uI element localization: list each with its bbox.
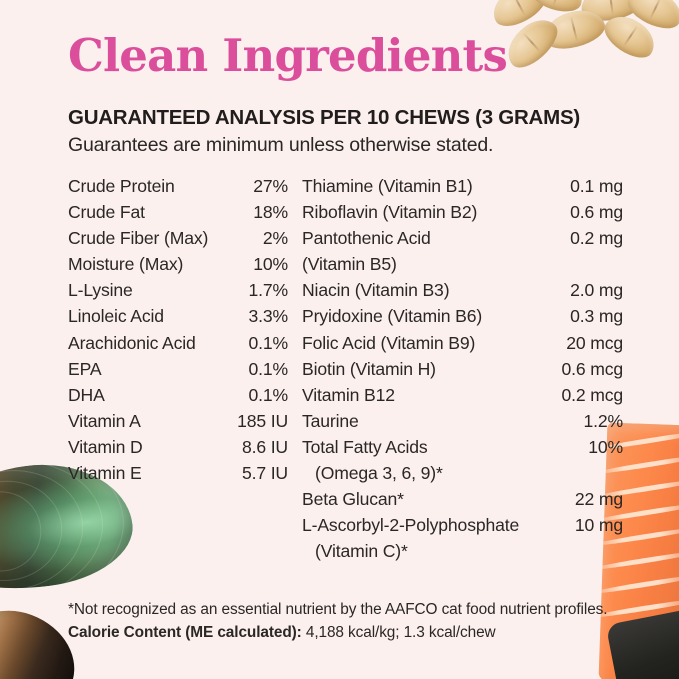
nutrient-value: 2.0 mg (570, 280, 623, 301)
nutrient-row: Vitamin D 8.6 IU (68, 437, 288, 463)
nutrient-value: 0.1% (248, 384, 288, 405)
nutrient-value: 0.2 mg (570, 228, 623, 249)
nutrient-value: 185 IU (237, 410, 288, 431)
guaranteed-analysis-heading: GUARANTEED ANALYSIS PER 10 CHEWS (3 GRAM… (68, 106, 580, 129)
nutrient-row: Niacin (Vitamin B3) 2.0 mg (302, 280, 623, 306)
nutrient-value: 0.2 mcg (561, 384, 623, 405)
nutrient-value: 0.1% (248, 332, 288, 353)
nutrient-name: Total Fatty Acids (302, 436, 428, 457)
nutrient-row: Vitamin A 185 IU (68, 411, 288, 437)
nutrient-row: Vitamin E 5.7 IU (68, 463, 288, 489)
nutrient-row: Beta Glucan* 22 mg (302, 489, 623, 515)
nutrient-row: Thiamine (Vitamin B1) 0.1 mg (302, 176, 623, 202)
nutrient-name: Crude Protein (68, 176, 175, 196)
nutrient-row: Moisture (Max) 10% (68, 254, 288, 280)
nutrient-row: L-Ascorbyl-2-Polyphosphate 10 mg (302, 515, 623, 541)
nutrient-value: 0.1% (248, 358, 288, 379)
nutrient-name: Crude Fat (68, 202, 145, 223)
aafco-footnote: *Not recognized as an essential nutrient… (68, 601, 608, 618)
nutrient-name: EPA (68, 358, 102, 379)
nutrient-value: 8.6 IU (241, 436, 288, 457)
nutrient-value: 5.7 IU (241, 463, 288, 484)
nutrient-value: 18% (253, 202, 288, 223)
page-title: Clean Ingredients (68, 29, 508, 82)
nutrient-name: Moisture (Max) (68, 254, 184, 275)
nutrient-name: Vitamin D (68, 436, 143, 457)
nutrient-name: Taurine (302, 410, 359, 431)
nutrient-name: Pryidoxine (Vitamin B6) (302, 306, 483, 327)
nutrient-name: Crude Fiber (Max) (68, 228, 209, 249)
nutrient-column-right: Thiamine (Vitamin B1) 0.1 mg Riboflavin (V… (302, 176, 623, 567)
nutrient-value: 3.3% (248, 306, 288, 327)
nutrient-value: 1.2% (583, 410, 623, 431)
nutrient-value: 0.6 mcg (561, 358, 623, 379)
nutrient-value: 0.6 mg (570, 202, 623, 223)
guarantees-subheading: Guarantees are minimum unless otherwise … (68, 134, 494, 156)
nutrient-row: Linoleic Acid 3.3% (68, 306, 288, 332)
nutrient-name: (Vitamin C)* (315, 541, 408, 562)
nutrient-row: Pantothenic Acid 0.2 mg (302, 228, 623, 254)
nutrient-row: L-Lysine 1.7% (68, 280, 288, 306)
nutrient-value: 10% (588, 436, 623, 457)
nutrient-value: 22 mg (574, 489, 623, 510)
calorie-content-value: 4,188 kcal/kg; 1.3 kcal/chew (305, 624, 496, 641)
nutrient-row: Crude Protein 27% (68, 176, 288, 202)
nutrient-name: Riboflavin (Vitamin B2) (302, 202, 478, 223)
nutrient-row: Folic Acid (Vitamin B9) 20 mcg (302, 333, 623, 359)
nutrient-row: EPA 0.1% (68, 359, 288, 385)
nutrient-name: (Vitamin B5) (302, 254, 397, 275)
nutrient-value: 10% (253, 254, 288, 275)
nutrient-row: Crude Fiber (Max) 2% (68, 228, 288, 254)
nutrient-row: Vitamin B12 0.2 mcg (302, 385, 623, 411)
nutrient-value: 0.1 mg (570, 176, 623, 196)
nutrient-name: L-Lysine (68, 280, 133, 301)
nutrient-row: (Vitamin C)* (302, 541, 623, 567)
nutrient-name: Biotin (Vitamin H) (302, 358, 436, 379)
nutrient-value: 0.3 mg (570, 306, 623, 327)
nutrient-row: (Omega 3, 6, 9)* (302, 463, 623, 489)
nutrient-value: 1.7% (248, 280, 288, 301)
nutrient-name: DHA (68, 384, 105, 405)
nutrient-row: Crude Fat 18% (68, 202, 288, 228)
nutrient-name: Linoleic Acid (68, 306, 164, 327)
nutrient-name: Vitamin E (68, 463, 142, 484)
nutrient-name: Arachidonic Acid (68, 332, 196, 353)
calorie-content-line: Calorie Content (ME calculated): 4,188 k… (68, 624, 496, 642)
nutrient-name: L-Ascorbyl-2-Polyphosphate (302, 515, 520, 536)
nutrient-name: Thiamine (Vitamin B1) (302, 176, 473, 196)
nutrient-row: Biotin (Vitamin H) 0.6 mcg (302, 359, 623, 385)
nutrient-name: Pantothenic Acid (302, 228, 431, 249)
nutrient-name: Niacin (Vitamin B3) (302, 280, 450, 301)
nutrient-row: Arachidonic Acid 0.1% (68, 333, 288, 359)
nutrient-name: Vitamin B12 (302, 384, 395, 405)
nutrient-row: Pryidoxine (Vitamin B6) 0.3 mg (302, 306, 623, 332)
nutrient-row: DHA 0.1% (68, 385, 288, 411)
nutrient-name: Beta Glucan* (302, 489, 404, 510)
calorie-content-label: Calorie Content (ME calculated): (68, 624, 302, 641)
nutrient-value: 27% (253, 176, 288, 196)
nutrient-column-left: Crude Protein 27% Crude Fat 18% Crude Fiber … (68, 176, 288, 489)
nutrient-row: Riboflavin (Vitamin B2) 0.6 mg (302, 202, 623, 228)
nutrient-value: 10 mg (574, 515, 623, 536)
nutrient-row: (Vitamin B5) (302, 254, 623, 280)
nutrient-name: (Omega 3, 6, 9)* (315, 463, 443, 484)
nutrient-row: Taurine 1.2% (302, 411, 623, 437)
nutrient-value: 2% (262, 228, 288, 249)
nutrient-name: Folic Acid (Vitamin B9) (302, 332, 476, 353)
nutrient-row: Total Fatty Acids 10% (302, 437, 623, 463)
nutrient-name: Vitamin A (68, 410, 141, 431)
nutrient-value: 20 mcg (566, 332, 623, 353)
